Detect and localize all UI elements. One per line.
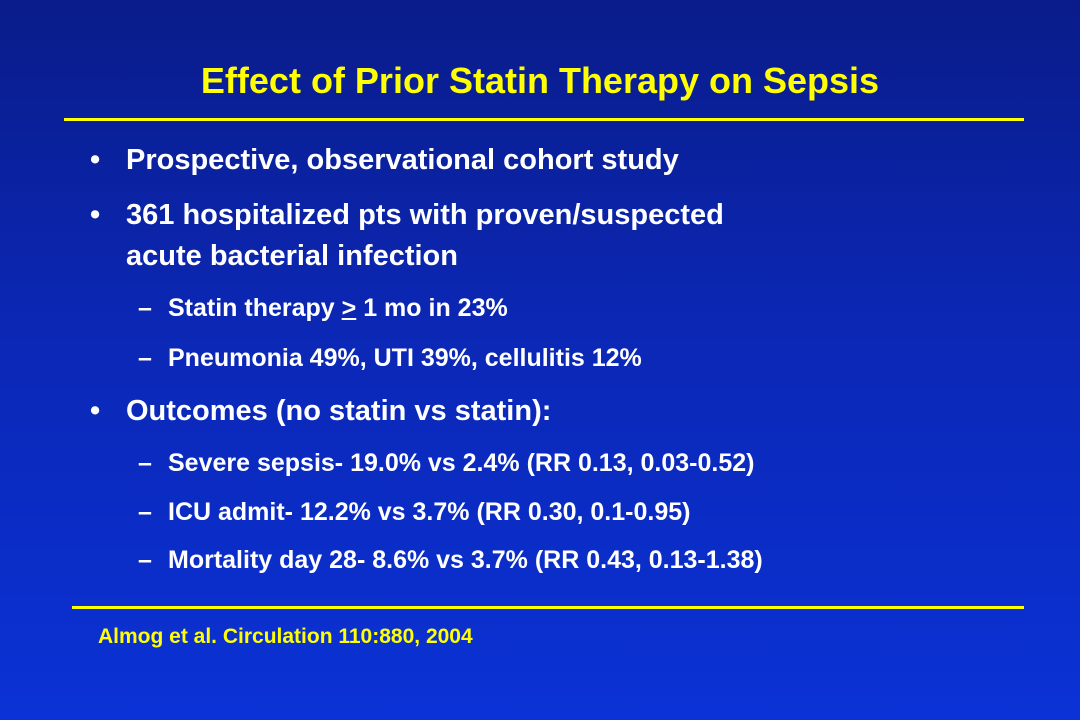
sub-bullet-item: – Statin therapy > 1 mo in 23% (138, 291, 508, 325)
sub-bullet-marker: – (138, 294, 152, 322)
bullet-continuation: acute bacterial infection (126, 236, 458, 276)
sub-bullet-marker: – (138, 546, 152, 574)
sub-bullet-item: – ICU admit- 12.2% vs 3.7% (RR 0.30, 0.1… (138, 495, 691, 529)
title-divider (64, 118, 1024, 121)
slide-title: Effect of Prior Statin Therapy on Sepsis (200, 60, 880, 101)
sub-bullet-marker: – (138, 449, 152, 477)
sub-bullet-item: – Pneumonia 49%, UTI 39%, cellulitis 12% (138, 341, 642, 375)
bullet-marker: • (90, 395, 101, 427)
bullet-item: • Prospective, observational cohort stud… (90, 140, 679, 180)
citation: Almog et al. Circulation 110:880, 2004 (98, 625, 473, 648)
sub-bullet-text: Severe sepsis- 19.0% vs 2.4% (RR 0.13, 0… (168, 449, 755, 477)
greater-equal-symbol: > (341, 294, 357, 322)
sub-bullet-marker: – (138, 344, 152, 372)
sub-bullet-marker: – (138, 498, 152, 526)
sub-bullet-item: – Mortality day 28- 8.6% vs 3.7% (RR 0.4… (138, 543, 763, 577)
bullet-marker: • (90, 144, 101, 176)
sub-bullet-item: – Severe sepsis- 19.0% vs 2.4% (RR 0.13,… (138, 446, 755, 480)
sub-bullet-text: ICU admit- 12.2% vs 3.7% (RR 0.30, 0.1-0… (168, 498, 691, 526)
bullet-item: • 361 hospitalized pts with proven/suspe… (90, 195, 724, 235)
sub-bullet-text: 1 mo in 23% (356, 294, 508, 322)
sub-bullet-text: Mortality day 28- 8.6% vs 3.7% (RR 0.43,… (168, 546, 763, 574)
bullet-item: • Outcomes (no statin vs statin): (90, 391, 552, 431)
sub-bullet-text: Statin therapy (168, 294, 342, 322)
bullet-text: Prospective, observational cohort study (126, 144, 679, 176)
bullet-text: Outcomes (no statin vs statin): (126, 395, 552, 427)
bullet-text: 361 hospitalized pts with proven/suspect… (126, 199, 724, 231)
citation-divider (72, 606, 1024, 609)
bullet-marker: • (90, 199, 101, 231)
sub-bullet-text: Pneumonia 49%, UTI 39%, cellulitis 12% (168, 344, 642, 372)
bullet-text: acute bacterial infection (126, 240, 458, 272)
